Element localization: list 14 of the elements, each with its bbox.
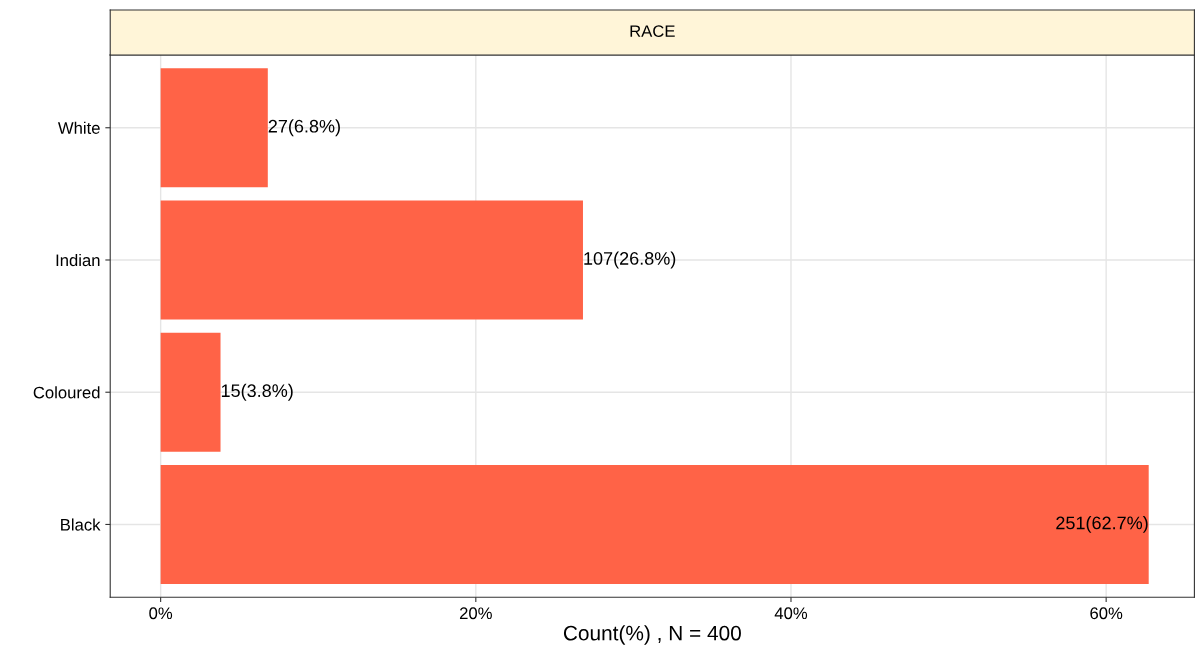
x-axis-title: Count(%) , N = 400 <box>563 625 741 645</box>
chart-title: RACE <box>630 25 675 38</box>
x-tick-label: 20% <box>459 607 492 620</box>
x-tick-label: 40% <box>774 607 808 620</box>
data-label: 27(6.8%) <box>268 119 340 137</box>
y-tick-label: Black <box>61 518 101 531</box>
x-tick-label: 60% <box>1090 607 1123 620</box>
x-tick-label: 0% <box>149 607 173 620</box>
data-label: 15(3.8%) <box>221 383 293 401</box>
y-tick-label: Indian <box>56 253 100 267</box>
y-tick-label: Coloured <box>33 386 100 399</box>
data-label: 107(26.8%) <box>584 251 676 269</box>
y-tick-label: White <box>57 121 100 134</box>
data-label: 251(62.7%) <box>1056 516 1148 533</box>
